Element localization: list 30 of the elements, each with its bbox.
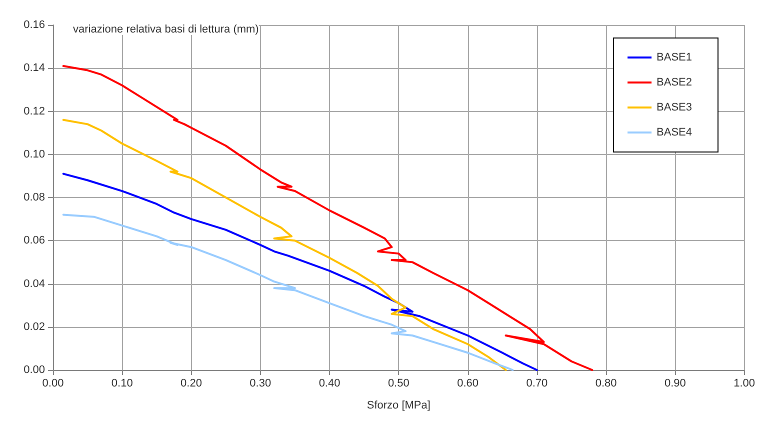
y-tick-label: 0.10 — [24, 148, 45, 160]
x-tick-label: 0.40 — [318, 378, 340, 390]
x-tick-label: 0.50 — [388, 378, 410, 390]
y-axis-title: variazione relativa basi di lettura (mm) — [73, 24, 259, 36]
x-tick-label: 0.20 — [180, 378, 202, 390]
x-tick-label: 0.60 — [457, 378, 478, 390]
y-tick-label: 0.02 — [24, 320, 45, 333]
legend-label: BASE3 — [656, 102, 692, 114]
line-series — [62, 64, 594, 371]
y-tick-label: 0.08 — [24, 192, 45, 204]
x-tick-label: 0.70 — [526, 378, 548, 390]
legend-label: BASE4 — [656, 126, 692, 138]
x-tick-label: 0.10 — [111, 378, 133, 390]
line-series — [62, 118, 507, 371]
legend-label: BASE1 — [656, 52, 692, 64]
x-tick-label: 1.00 — [734, 378, 756, 390]
y-tick-label: 0.16 — [24, 19, 45, 31]
legend-label: BASE2 — [656, 76, 692, 88]
y-tick-label: 0.04 — [24, 278, 45, 290]
line-series — [62, 214, 514, 371]
y-tick-label: 0.06 — [24, 234, 45, 247]
x-tick-label: 0.90 — [664, 378, 686, 390]
x-tick-label: 0.30 — [250, 378, 272, 390]
x-axis-title: Sforzo [MPa] — [366, 400, 430, 412]
line-series — [62, 172, 538, 371]
x-tick-label: 0.80 — [595, 378, 617, 390]
y-tick-label: 0.14 — [24, 62, 45, 74]
y-tick-label: 0.00 — [24, 364, 45, 376]
x-tick-label: 0.00 — [42, 378, 64, 390]
y-tick-label: 0.12 — [24, 105, 45, 118]
